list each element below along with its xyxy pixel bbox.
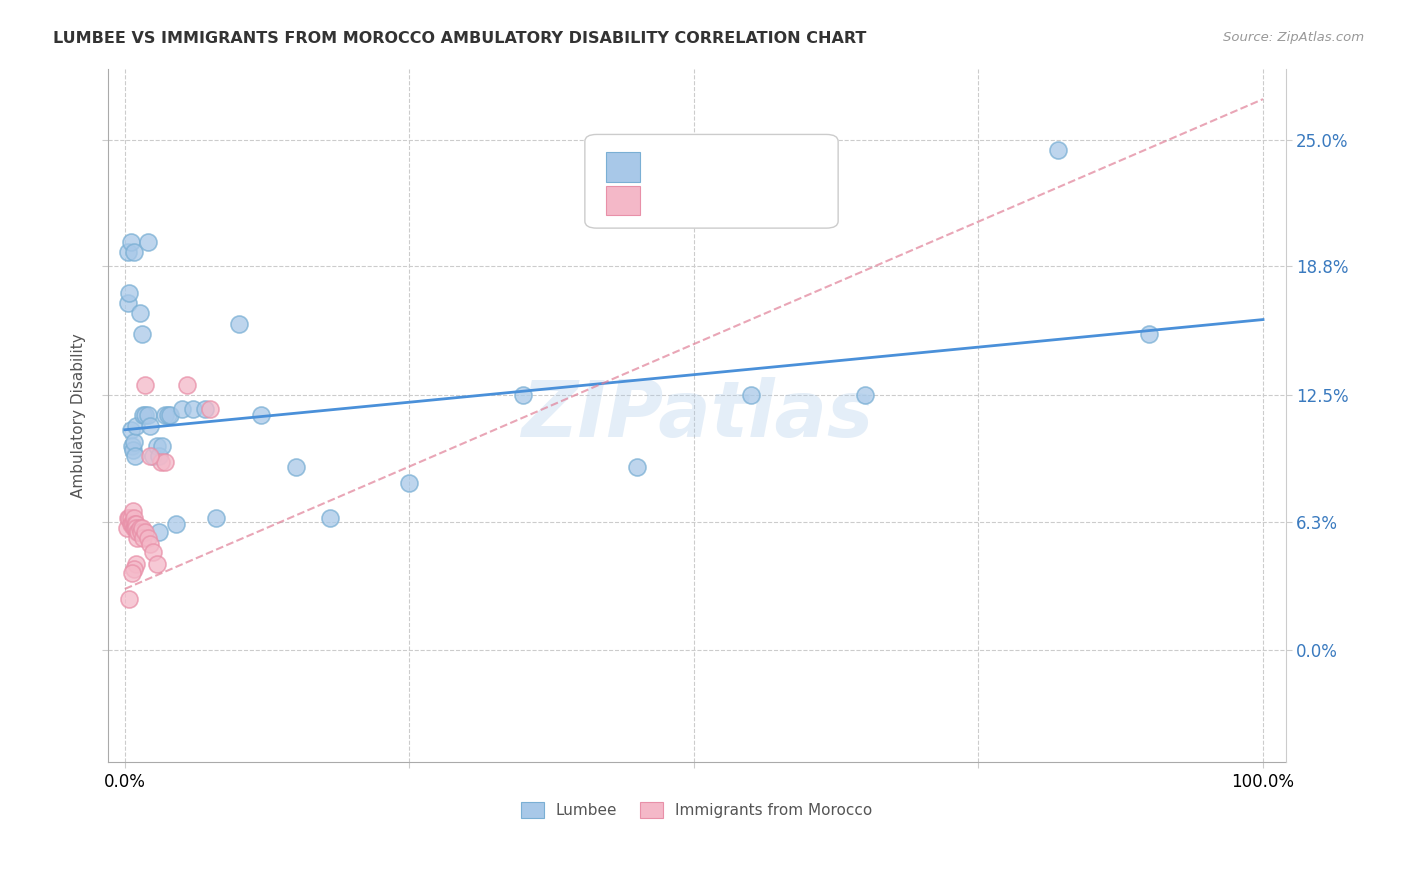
Text: R =: R =	[650, 160, 683, 175]
Point	[131, 326, 153, 341]
Point	[1137, 326, 1160, 341]
Point	[120, 423, 142, 437]
Point	[853, 388, 876, 402]
Point	[124, 516, 146, 531]
Point	[118, 510, 141, 524]
Point	[115, 521, 138, 535]
Point	[132, 409, 155, 423]
Point	[125, 521, 148, 535]
Point	[134, 377, 156, 392]
Point	[122, 510, 145, 524]
Point	[626, 459, 648, 474]
Point	[127, 521, 149, 535]
Text: LUMBEE VS IMMIGRANTS FROM MOROCCO AMBULATORY DISABILITY CORRELATION CHART: LUMBEE VS IMMIGRANTS FROM MOROCCO AMBULA…	[53, 31, 868, 46]
Point	[120, 235, 142, 249]
Point	[145, 439, 167, 453]
Point	[200, 402, 222, 417]
Y-axis label: Ambulatory Disability: Ambulatory Disability	[72, 333, 86, 498]
Point	[159, 409, 181, 423]
Point	[512, 388, 534, 402]
Point	[124, 521, 146, 535]
Point	[129, 524, 152, 539]
Text: 0.242: 0.242	[685, 160, 734, 175]
Point	[145, 558, 167, 572]
Point	[228, 317, 250, 331]
Text: N =: N =	[747, 160, 790, 175]
Point	[205, 510, 228, 524]
Point	[118, 592, 141, 607]
Text: 0.269: 0.269	[685, 193, 734, 208]
Point	[148, 450, 170, 464]
Point	[150, 455, 173, 469]
Point	[125, 516, 148, 531]
Point	[139, 537, 162, 551]
Point	[740, 388, 762, 402]
Point	[117, 296, 139, 310]
Point	[121, 504, 143, 518]
Text: 36: 36	[793, 193, 814, 208]
Point	[165, 516, 187, 531]
Text: R =: R =	[650, 193, 683, 208]
Point	[193, 402, 215, 417]
Point	[139, 450, 162, 464]
Text: N =: N =	[747, 193, 790, 208]
Point	[127, 524, 149, 539]
Point	[153, 409, 176, 423]
Legend: Lumbee, Immigrants from Morocco: Lumbee, Immigrants from Morocco	[515, 796, 879, 824]
Point	[121, 566, 143, 580]
Point	[127, 531, 149, 545]
Point	[134, 524, 156, 539]
Point	[125, 418, 148, 433]
Point	[176, 377, 198, 392]
Point	[284, 459, 307, 474]
FancyBboxPatch shape	[606, 153, 640, 182]
Point	[181, 402, 204, 417]
Point	[131, 521, 153, 535]
Point	[121, 516, 143, 531]
Point	[398, 475, 420, 490]
Text: ZIPatlas: ZIPatlas	[520, 377, 873, 453]
Point	[152, 439, 174, 453]
Point	[120, 510, 142, 524]
Point	[142, 450, 165, 464]
Point	[153, 455, 176, 469]
Point	[170, 402, 193, 417]
Point	[139, 418, 162, 433]
Point	[136, 531, 159, 545]
Point	[148, 524, 170, 539]
Point	[142, 545, 165, 559]
Point	[128, 524, 150, 539]
Point	[128, 306, 150, 320]
Point	[1047, 143, 1070, 157]
Point	[122, 561, 145, 575]
Point	[128, 524, 150, 539]
Point	[250, 409, 273, 423]
Point	[117, 245, 139, 260]
Point	[122, 245, 145, 260]
Point	[125, 558, 148, 572]
Point	[121, 439, 143, 453]
Text: 44: 44	[793, 160, 814, 175]
Point	[319, 510, 342, 524]
Point	[134, 409, 156, 423]
Point	[136, 409, 159, 423]
Point	[120, 516, 142, 531]
FancyBboxPatch shape	[585, 135, 838, 228]
Point	[117, 510, 139, 524]
Point	[124, 450, 146, 464]
Point	[121, 516, 143, 531]
Point	[122, 435, 145, 450]
Point	[118, 285, 141, 300]
Point	[122, 521, 145, 535]
FancyBboxPatch shape	[606, 186, 640, 215]
Point	[121, 443, 143, 458]
Point	[157, 409, 180, 423]
Point	[136, 235, 159, 249]
Point	[132, 531, 155, 545]
Text: Source: ZipAtlas.com: Source: ZipAtlas.com	[1223, 31, 1364, 45]
Point	[128, 521, 150, 535]
